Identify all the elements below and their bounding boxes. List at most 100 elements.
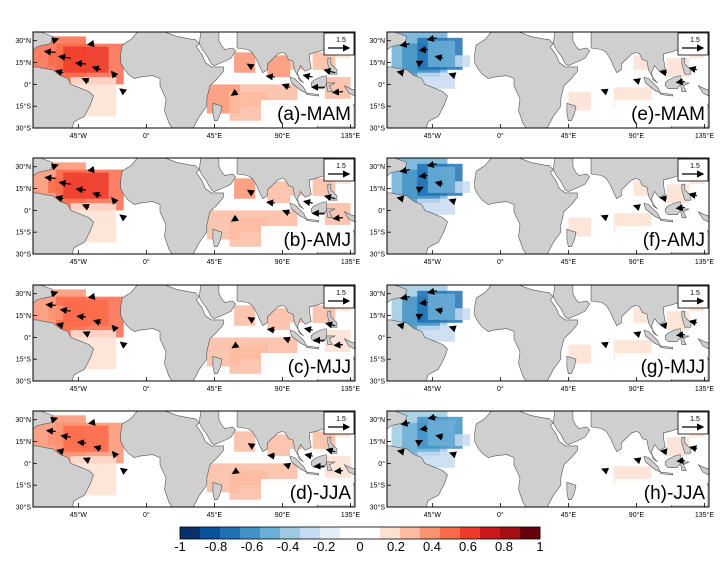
wind-vector: [111, 450, 120, 459]
wind-vector: [55, 322, 64, 330]
anomaly-patch: [48, 305, 64, 320]
land-arabia: [552, 285, 590, 319]
lon-tick-label: 45°W: [70, 385, 88, 393]
wind-vector: [266, 326, 275, 334]
wind-vector: [87, 418, 96, 426]
lon-tick-label: 45°E: [561, 385, 577, 393]
panel-label: (b)-AMJ: [283, 230, 351, 251]
panel-label-bg: [615, 353, 707, 379]
reference-vector-label: 1.5: [690, 416, 700, 423]
land-guinea: [343, 85, 355, 97]
wind-vector: [246, 189, 255, 197]
wind-vector: [333, 341, 343, 349]
wind-vector: [265, 73, 275, 81]
land-america: [33, 66, 94, 128]
land-africa: [474, 158, 578, 254]
panel-frame: [32, 284, 356, 382]
wind-vector: [304, 452, 313, 460]
wind-vector: [51, 37, 60, 45]
anomaly-patch: [455, 308, 471, 320]
wind-vector: [325, 447, 336, 455]
panel-frame: [386, 31, 710, 129]
lat-tick-label: 0°: [24, 81, 31, 89]
anomaly-patch: [267, 55, 290, 78]
panel-amj-left: 1.5 (b)-AMJ 30°N 15°N 0° 15°S 30°S 45°W 0° 45°E 90…: [15, 157, 360, 266]
colorbar-swatch: [220, 527, 241, 539]
reference-vector: 1.5: [677, 285, 709, 309]
wind-vector: [265, 199, 275, 207]
lon-tick-label: 0°: [143, 511, 150, 519]
lat-tick-label: 0°: [378, 81, 385, 89]
land-java: [306, 471, 320, 476]
lon-tick-label: 0°: [497, 385, 504, 393]
wind-vector: [396, 448, 405, 456]
anomaly-patch: [63, 46, 109, 73]
wind-vector: [82, 457, 91, 464]
wind-vector: [50, 416, 59, 424]
anomaly-patch: [48, 431, 64, 446]
land-india: [236, 285, 332, 337]
land-madagascar: [212, 102, 223, 121]
wind-vector: [76, 439, 86, 447]
lon-tick-label: 90°E: [629, 132, 645, 140]
wind-vector: [81, 77, 90, 85]
land-america: [387, 445, 448, 507]
land-africa: [474, 411, 578, 507]
wind-vector: [418, 299, 428, 307]
colorbar-swatch: [240, 527, 261, 539]
anomaly-patch: [324, 203, 351, 225]
colorbar-tick-label: -0.8: [205, 539, 227, 554]
wind-vector: [110, 70, 119, 79]
land-guinea: [697, 338, 709, 350]
wind-vector: [415, 60, 424, 68]
wind-vector: [418, 46, 428, 54]
anomaly-patch: [427, 166, 456, 193]
land-arabia: [198, 285, 236, 319]
wind-vector: [332, 214, 343, 222]
lat-tick-label: 30°S: [370, 378, 386, 386]
lat-tick-label: 30°N: [15, 290, 31, 298]
land-java: [306, 345, 320, 350]
wind-vector: [434, 307, 444, 315]
lon-tick-label: 90°E: [629, 385, 645, 393]
wind-vector: [75, 186, 86, 194]
colorbar-swatch: [340, 527, 361, 539]
reference-vector: 1.5: [323, 158, 355, 182]
lon-tick-label: 45°W: [424, 511, 442, 519]
panel-label-bg: [615, 479, 707, 505]
wind-vector: [323, 194, 336, 202]
wind-vector: [58, 179, 71, 187]
lon-tick-label: 90°E: [275, 258, 291, 266]
reference-vector-label: 1.5: [336, 290, 346, 297]
wind-vector: [415, 186, 424, 194]
lat-tick-label: 15°S: [370, 229, 386, 237]
colorbar-tick-label: -1: [174, 539, 186, 554]
lon-tick-label: 0°: [143, 132, 150, 140]
panel-label-bg: [615, 226, 707, 252]
land-africa: [120, 411, 224, 507]
wind-vector: [57, 53, 71, 61]
anomaly-patch: [324, 77, 351, 99]
colorbar-tick-label: 0.8: [495, 539, 513, 554]
reference-vector-label: 1.5: [336, 163, 346, 170]
wind-vector: [688, 65, 698, 73]
reference-vector-label: 1.5: [336, 416, 346, 423]
anomaly-patch: [267, 308, 290, 331]
anomaly-patch: [85, 477, 117, 496]
lon-tick-label: 0°: [497, 258, 504, 266]
colorbar-swatch: [440, 527, 461, 539]
panel-frame: [386, 157, 710, 255]
anomaly-patch: [324, 330, 351, 352]
colorbar-swatch: [400, 527, 421, 539]
land-america: [387, 192, 448, 254]
lat-tick-label: 15°N: [369, 185, 385, 193]
lon-tick-label: 45°W: [424, 132, 442, 140]
lon-tick-label: 0°: [143, 258, 150, 266]
anomaly-patch: [455, 181, 471, 193]
lat-tick-label: 15°N: [369, 312, 385, 320]
wind-vector: [93, 319, 102, 326]
land-madagascar: [566, 355, 577, 375]
lon-tick-label: 135°E: [341, 385, 360, 393]
wind-vector: [87, 292, 96, 300]
anomaly-patch: [455, 434, 471, 446]
